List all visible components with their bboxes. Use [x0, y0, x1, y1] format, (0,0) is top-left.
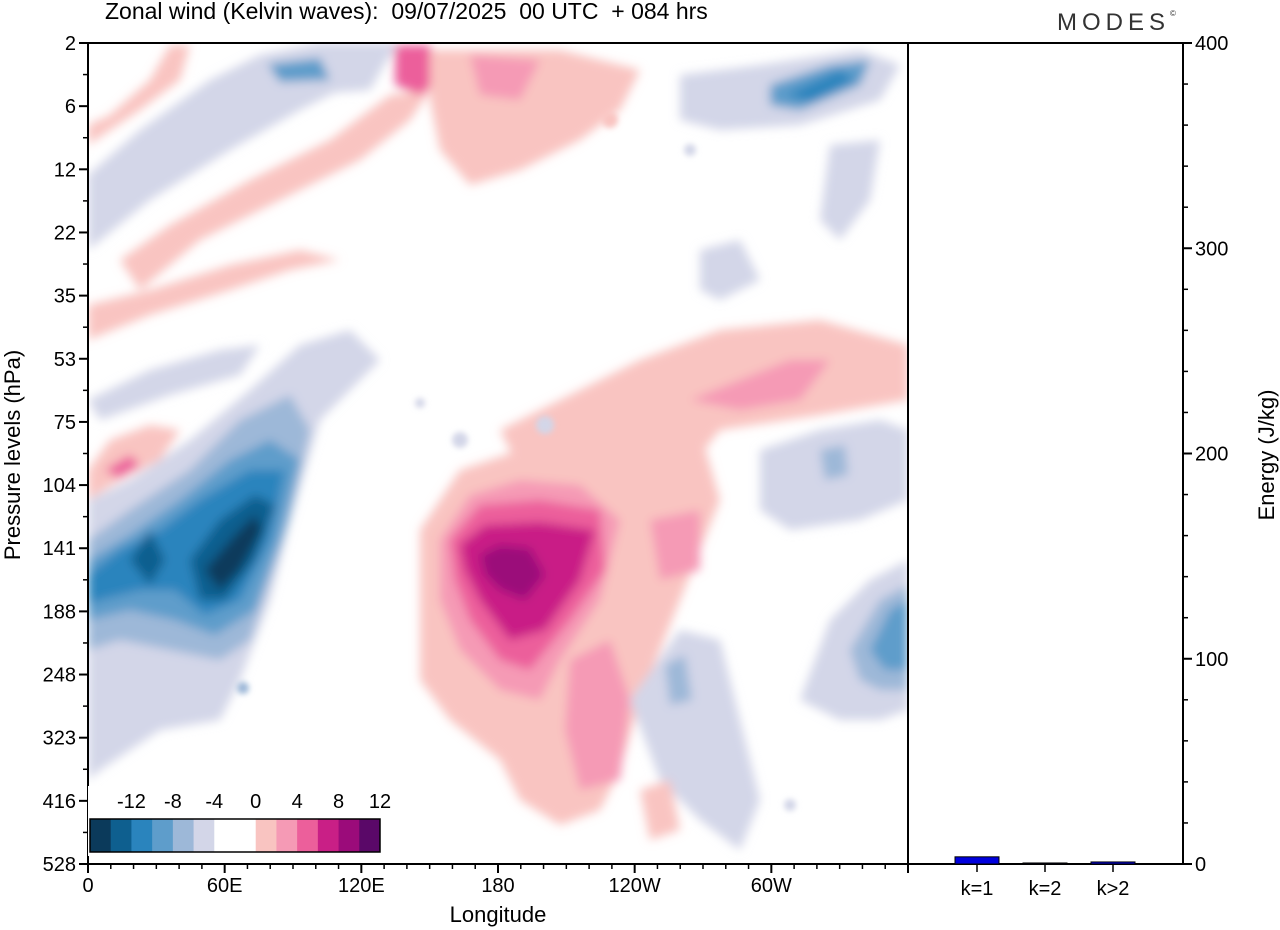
contour-spot: [536, 416, 554, 434]
colorbar-swatch: [276, 819, 298, 852]
energy-bars: k=1 k=2 k>2: [954, 856, 1136, 900]
x-axis-title: Longitude: [450, 902, 547, 927]
x-tick-label: 0: [82, 875, 93, 897]
colorbar-swatch: [193, 819, 215, 852]
y-axis-title: Pressure levels (hPa): [0, 350, 25, 560]
contour-band: [205, 515, 262, 590]
colorbar-label: 8: [333, 791, 344, 813]
contour-spot: [237, 682, 249, 694]
colorbar-label: -4: [205, 791, 223, 813]
y-tick-label: 53: [54, 349, 76, 371]
contour-band: [88, 45, 190, 145]
y-tick-label: 248: [43, 665, 76, 687]
colorbar-swatch: [110, 819, 132, 852]
energy-tick-label: 400: [1195, 33, 1228, 55]
colorbar: -12 -8 -4 0 4 8 12: [88, 786, 391, 856]
colorbar-label: -12: [117, 791, 146, 813]
contour-spot: [602, 112, 618, 128]
contour-band: [268, 58, 330, 82]
contour-band: [88, 250, 340, 340]
chart-title: Zonal wind (Kelvin waves): 09/07/2025 00…: [105, 0, 708, 24]
energy-category-label: k=2: [1029, 878, 1062, 900]
y-tick-label: 35: [54, 286, 76, 308]
contour-band: [630, 630, 760, 850]
colorbar-swatch: [359, 819, 381, 852]
energy-axis-title: Energy (J/kg): [1254, 390, 1279, 521]
contour-band: [88, 345, 260, 420]
contour-spot: [415, 398, 425, 408]
contour-band: [700, 240, 760, 300]
contour-band: [665, 655, 692, 705]
contour-band: [130, 530, 165, 585]
contour-band: [88, 43, 400, 250]
energy-tick-label: 300: [1195, 238, 1228, 260]
contour-band: [470, 55, 540, 100]
colorbar-swatch: [214, 819, 236, 852]
energy-category-label: k=1: [961, 878, 994, 900]
y-tick-label: 6: [65, 96, 76, 118]
x-tick-label: 60W: [751, 875, 792, 897]
x-tick-label: 180: [481, 875, 514, 897]
colorbar-swatch: [297, 819, 319, 852]
x-tick-label: 60E: [207, 875, 243, 897]
y-tick-label: 528: [43, 854, 76, 876]
longitude-axis: 0 60E 120E 180 120W 60W: [82, 864, 909, 897]
x-tick-label: 120E: [338, 875, 385, 897]
contour-band: [640, 780, 680, 840]
colorbar-swatch: [152, 819, 174, 852]
contour-band: [105, 455, 140, 478]
energy-category-label: k>2: [1097, 878, 1130, 900]
contour-band: [870, 600, 908, 670]
modes-logo: MODES©: [1057, 9, 1176, 36]
colorbar-swatch: [131, 819, 153, 852]
contour-band: [480, 545, 545, 600]
y-tick-label: 75: [54, 412, 76, 434]
colorbar-swatch: [235, 819, 257, 852]
contour-band: [120, 90, 430, 290]
colorbar-swatch: [90, 819, 112, 852]
colorbar-swatch: [255, 819, 277, 852]
y-tick-label: 12: [54, 159, 76, 181]
colorbar-swatch: [172, 819, 195, 852]
contour-band: [395, 45, 440, 95]
y-tick-label: 323: [43, 728, 76, 750]
contour-band: [820, 445, 848, 480]
contour-spot: [784, 799, 796, 811]
colorbar-label: 4: [292, 791, 303, 813]
energy-bar-k=2: [1022, 862, 1068, 865]
colorbar-swatch: [317, 819, 340, 852]
y-tick-label: 141: [43, 538, 76, 560]
colorbar-label: 0: [250, 791, 261, 813]
energy-axis: 0 100 200 300 400: [1183, 33, 1228, 876]
energy-tick-label: 0: [1195, 854, 1206, 876]
colorbar-frame: [89, 818, 381, 853]
energy-tick-label: 200: [1195, 444, 1228, 466]
contour-band: [690, 360, 830, 410]
energy-bar-k>2: [1090, 861, 1136, 865]
y-tick-label: 2: [65, 33, 76, 55]
x-tick-label: 120W: [609, 875, 661, 897]
y-tick-label: 104: [43, 475, 76, 497]
contour-band: [785, 70, 855, 102]
energy-tick-label: 100: [1195, 649, 1228, 671]
y-tick-label: 22: [54, 222, 76, 244]
contour-band: [650, 510, 700, 580]
contour-spot: [452, 432, 468, 448]
y-tick-label: 188: [43, 601, 76, 623]
energy-bar-k=1: [954, 856, 1000, 865]
y-tick-label: 416: [43, 791, 76, 813]
colorbar-label: -8: [164, 791, 182, 813]
contour-band: [820, 140, 880, 240]
energy-panel-frame: [907, 42, 1184, 865]
contour-band: [565, 640, 630, 790]
colorbar-swatch: [338, 819, 360, 852]
contour-spot: [684, 144, 696, 156]
pressure-axis: 2 6 12 22 35 53 75 104 141 188 248 323 416 528: [43, 33, 88, 876]
contour-field: [88, 43, 908, 864]
colorbar-label: 12: [369, 791, 391, 813]
